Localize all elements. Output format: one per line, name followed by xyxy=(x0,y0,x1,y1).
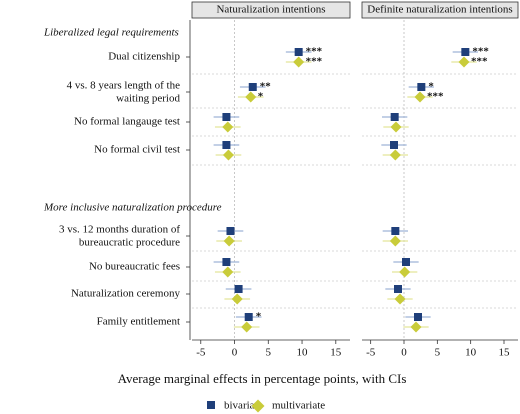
panel-title: Definite naturalization intentions xyxy=(367,4,512,16)
point xyxy=(390,121,402,133)
category-label: 4 vs. 8 years length of the waiting perio… xyxy=(67,79,181,104)
point xyxy=(223,235,235,247)
significance-label: *** xyxy=(471,56,488,68)
point xyxy=(222,113,231,121)
category-label: No bureaucratic fees xyxy=(89,261,180,273)
category-label: 3 vs. 12 months duration of bureaucratic … xyxy=(59,223,180,248)
point xyxy=(399,266,411,278)
x-tick-label: 15 xyxy=(330,347,342,359)
x-tick-label: -5 xyxy=(366,347,376,359)
significance-label: *** xyxy=(306,46,323,58)
point xyxy=(222,141,231,149)
significance-label: * xyxy=(428,81,434,93)
panel-header xyxy=(361,1,519,19)
point xyxy=(231,293,243,305)
point xyxy=(248,83,257,91)
point xyxy=(414,313,422,321)
point xyxy=(234,285,243,293)
x-axis-title: Average marginal effects in percentage p… xyxy=(118,371,407,386)
significance-label: *** xyxy=(427,91,444,103)
x-tick-label: 0 xyxy=(401,347,407,359)
point xyxy=(390,113,399,121)
significance-label: *** xyxy=(472,46,489,58)
point xyxy=(417,83,426,91)
point xyxy=(389,149,401,161)
point xyxy=(391,227,400,235)
point xyxy=(294,48,303,56)
x-tick-label: 10 xyxy=(297,347,309,359)
point xyxy=(226,227,235,235)
group-title: More inclusive naturalization procedure xyxy=(43,202,222,214)
point xyxy=(293,56,305,68)
significance-label: * xyxy=(258,91,264,103)
group-title: Liberalized legal requirements xyxy=(43,27,179,39)
point xyxy=(241,321,253,333)
category-label: No formal langauge test xyxy=(74,116,180,128)
point xyxy=(458,56,470,68)
point xyxy=(414,91,426,103)
x-tick-label: 5 xyxy=(435,347,441,359)
x-tick-label: 10 xyxy=(465,347,477,359)
x-tick-label: 5 xyxy=(266,347,272,359)
point xyxy=(402,258,410,266)
x-tick-label: -5 xyxy=(196,347,206,359)
point xyxy=(244,313,253,321)
legend-marker xyxy=(207,401,215,409)
point xyxy=(394,285,402,293)
x-tick-label: 15 xyxy=(499,347,511,359)
point xyxy=(222,121,234,133)
x-tick-label: 0 xyxy=(232,347,238,359)
point xyxy=(394,293,406,305)
point xyxy=(222,266,234,278)
point xyxy=(222,149,234,161)
point xyxy=(461,48,470,56)
category-label: Naturalization ceremony xyxy=(71,288,181,300)
category-label: No formal civil test xyxy=(94,144,180,156)
significance-label: *** xyxy=(306,56,323,68)
point xyxy=(410,321,422,333)
legend-label: multivariate xyxy=(272,400,325,412)
point xyxy=(245,91,257,103)
category-label: Family entitlement xyxy=(97,316,180,328)
panel-header xyxy=(191,1,351,19)
point xyxy=(222,258,231,266)
significance-label: * xyxy=(256,311,262,323)
panel-title: Naturalization intentions xyxy=(216,4,325,16)
significance-label: ** xyxy=(260,81,272,93)
legend-label: bivariate xyxy=(224,400,263,412)
point xyxy=(389,235,401,247)
legend-marker xyxy=(251,399,265,413)
point xyxy=(390,141,398,149)
category-label: Dual citizenship xyxy=(108,51,180,63)
